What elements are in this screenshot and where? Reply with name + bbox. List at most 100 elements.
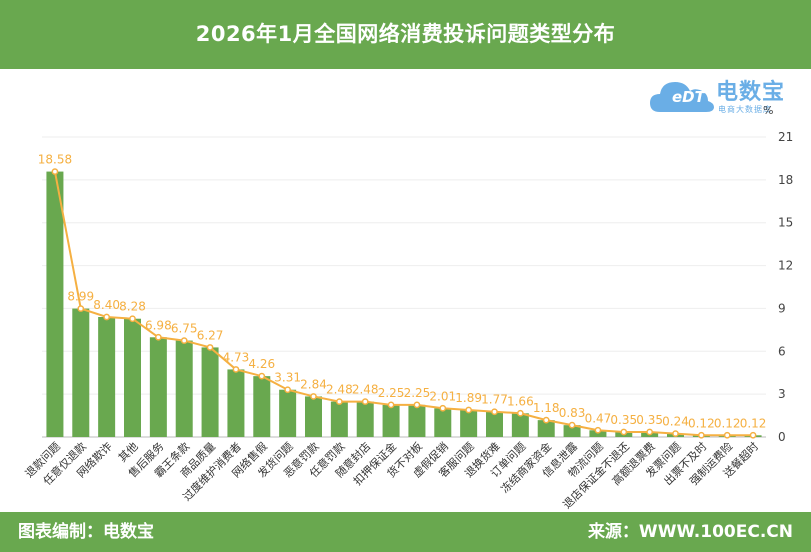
value-label: 6.27 [197,328,224,342]
line-point [594,426,602,434]
line-point [723,431,731,439]
footer-source: 来源：WWW.100EC.CN [587,522,793,542]
y-tick-label: 0 [778,430,786,444]
value-label: 1.18 [533,401,560,415]
value-label: 1.66 [507,394,534,408]
value-label: 0.83 [559,406,586,420]
line-point [336,398,343,405]
value-label: 2.25 [378,386,405,400]
line-point [51,168,59,175]
bar [72,308,90,437]
line-point [491,408,498,416]
value-label: 0.35 [610,413,637,427]
line-point [155,333,162,341]
line-point [361,398,369,405]
y-tick-label: 9 [778,301,786,315]
bar [98,317,116,437]
value-label: 0.35 [636,413,663,427]
value-label: 4.26 [248,357,275,371]
bar [149,337,167,437]
bar [563,425,581,437]
bar [305,396,322,437]
bar [330,401,348,437]
cloud-icon [650,82,714,112]
brand-logo: eDT 电数宝 电商大数据库 [648,74,808,116]
bar [434,408,452,437]
y-tick-label: 18 [778,173,793,187]
value-label: 0.12 [688,416,715,430]
bar [460,410,478,437]
value-label: 0.24 [662,415,689,429]
line-point [517,409,524,417]
line-point [284,386,291,394]
value-label: 1.89 [455,391,482,405]
footer-credit: 图表编制：电数宝 [18,522,154,542]
value-label: 2.84 [300,377,327,391]
logo-name: 电数宝 [716,80,786,105]
value-label: 4.73 [223,350,250,364]
logo-edt: eDT [672,88,705,106]
line-point [206,344,214,351]
line-point [542,416,550,424]
header-bar: 2026年1月全国网络消费投诉问题类型分布 [0,0,811,69]
line-point [465,406,472,414]
value-label: 8.28 [119,300,146,314]
line-point [439,404,447,412]
bar [227,369,245,437]
bar [486,411,503,437]
line-point [77,305,85,312]
y-tick-label: 3 [778,387,786,401]
y-unit-label: % [763,104,773,117]
value-label: 3.31 [274,371,301,385]
value-label: 2.25 [404,386,431,400]
bar [175,340,193,437]
y-tick-label: 6 [778,344,786,358]
y-axis: 0 3 6 9 12 15 18 21 [778,130,793,444]
line-point [568,421,576,429]
bars [46,171,762,438]
bar [382,404,400,437]
line-point [180,337,188,344]
bar [537,420,555,437]
bar [253,376,271,437]
y-tick-label: 15 [778,216,793,230]
trend-line [53,171,754,437]
line-point [672,430,679,437]
bar [589,430,607,437]
value-label: 0.12 [740,416,767,430]
line-point [129,315,136,323]
value-label: 18.58 [38,153,72,167]
bar [511,413,529,437]
bar [124,318,141,437]
value-label: 8.99 [67,290,94,304]
line-point [749,431,757,439]
value-label: 2.01 [429,389,456,403]
line-point [387,401,395,409]
line-point [620,428,628,436]
value-label: 0.47 [585,411,612,425]
y-tick-label: 12 [778,259,793,273]
value-label: 2.48 [352,383,379,397]
value-label: 6.75 [171,322,198,336]
value-labels: 18.58 8.998.40 8.28 6.98 6.75 6.27 4.73 4.263.3… [38,153,767,431]
value-label: 1.77 [481,393,508,407]
line-point [698,431,705,439]
line-point [310,393,317,400]
line-point [232,366,240,373]
bar [408,404,426,437]
chart-title: 2026年1月全国网络消费投诉问题类型分布 [195,22,616,46]
value-label: 0.12 [714,416,741,430]
bar [46,171,64,438]
value-label: 6.98 [145,318,172,332]
logo-subtitle: 电商大数据库 [718,105,772,114]
y-tick-label: 21 [778,130,793,144]
line-point [258,372,266,380]
value-label: 8.40 [93,298,120,312]
bar [279,389,297,437]
bar [201,347,219,437]
line-point [413,401,421,409]
footer-bar: 图表编制：电数宝 来源：WWW.100EC.CN [0,512,811,552]
bar [356,401,374,437]
